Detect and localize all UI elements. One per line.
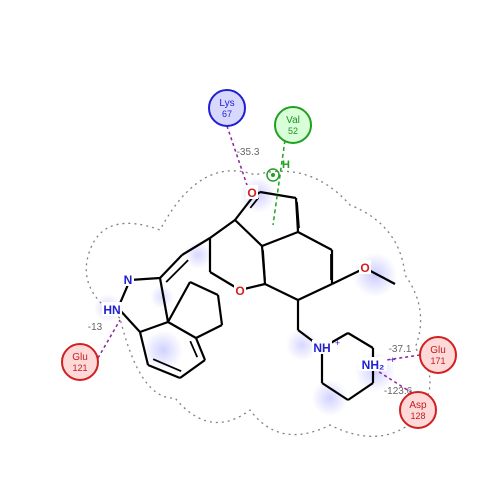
atom-label: O: [235, 284, 244, 298]
interaction-label: -35.3: [237, 147, 260, 158]
residue-val52: Val52: [275, 107, 311, 143]
residue-name: Glu: [72, 352, 88, 363]
ligand-bond: [180, 360, 205, 378]
atom-label: NH₂: [362, 358, 385, 372]
residue-num: 128: [410, 411, 425, 421]
ligand-bond: [348, 333, 373, 348]
ligand-bond: [130, 278, 160, 280]
ligand-bond: [298, 232, 332, 250]
interaction-diagram: -35.3-13-37.1-123.6HOOONHNNH+NH₂+Lys67Va…: [0, 0, 500, 500]
residue-lys67: Lys67: [209, 90, 245, 126]
interaction-label: -13: [88, 322, 103, 333]
interaction-val-arene: [273, 140, 285, 225]
atom-label: N: [124, 273, 133, 287]
ligand-bond: [210, 220, 235, 238]
interaction-label: -37.1: [389, 344, 412, 355]
ligand-double-bond: [190, 341, 197, 357]
atom-label: HN: [103, 303, 120, 317]
ligand-bond: [262, 232, 298, 246]
atom-label: O: [247, 186, 256, 200]
residue-asp128: Asp128: [400, 392, 436, 428]
lipophilic-spot: [312, 380, 348, 416]
residue-glu121: Glu121: [62, 344, 98, 380]
ligand-bond: [235, 220, 262, 246]
atom-label: O: [360, 261, 369, 275]
ligand-bond: [218, 295, 222, 325]
svg-text:+: +: [390, 355, 395, 365]
residue-name: Lys: [219, 98, 234, 109]
residue-num: 67: [222, 109, 232, 119]
residue-num: 52: [288, 126, 298, 136]
ligand-bond: [265, 284, 298, 300]
ligand-bond: [160, 255, 182, 278]
residue-name: Glu: [430, 345, 446, 356]
svg-text:+: +: [335, 338, 340, 348]
residue-glu171: Glu171: [420, 337, 456, 373]
interaction-lys-o: [227, 126, 250, 194]
ligand-bond: [196, 325, 222, 338]
atom-label: NH: [313, 341, 330, 355]
residue-name: Val: [286, 115, 300, 126]
arene-h-label: H: [282, 159, 290, 171]
ligand-bond: [190, 282, 218, 295]
residue-num: 171: [430, 356, 445, 366]
ligand-bond: [298, 284, 332, 300]
residue-name: Asp: [409, 400, 427, 411]
residue-num: 121: [72, 363, 87, 373]
ligand-double-bond: [166, 260, 188, 282]
lipophilic-spot: [353, 253, 397, 297]
